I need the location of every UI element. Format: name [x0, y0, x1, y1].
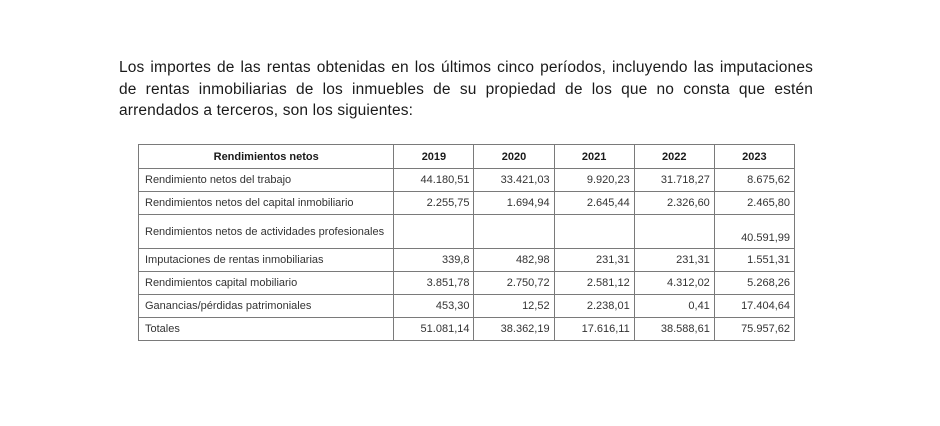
row-value: 453,30 — [393, 294, 475, 318]
row-value: 44.180,51 — [393, 168, 475, 192]
totals-label: Totales — [137, 317, 395, 341]
row-value: 40.591,99 — [713, 214, 796, 249]
header-concept: Rendimientos netos — [137, 144, 395, 169]
row-value — [633, 214, 715, 249]
header-year: 2019 — [393, 144, 475, 169]
income-table: Rendimientos netos 2019 2020 2021 2022 2… — [137, 144, 796, 341]
row-label: Ganancias/pérdidas patrimoniales — [137, 294, 395, 318]
header-year: 2020 — [473, 144, 555, 169]
total-value: 17.616,11 — [553, 317, 635, 341]
row-value — [473, 214, 555, 249]
row-value: 2.255,75 — [393, 191, 475, 215]
header-year: 2022 — [633, 144, 715, 169]
table-row: Rendimientos capital mobiliario 3.851,78… — [137, 271, 796, 295]
header-year: 2021 — [553, 144, 635, 169]
row-label: Imputaciones de rentas inmobiliarias — [137, 248, 395, 272]
row-value: 2.581,12 — [553, 271, 635, 295]
row-value: 1.694,94 — [473, 191, 555, 215]
row-value — [553, 214, 635, 249]
row-value: 5.268,26 — [713, 271, 796, 295]
row-value: 33.421,03 — [473, 168, 555, 192]
row-value: 3.851,78 — [393, 271, 475, 295]
table-row: Imputaciones de rentas inmobiliarias 339… — [137, 248, 796, 272]
row-label: Rendimientos netos del capital inmobilia… — [137, 191, 395, 215]
row-label: Rendimiento netos del trabajo — [137, 168, 395, 192]
row-value: 2.238,01 — [553, 294, 635, 318]
row-value: 2.465,80 — [713, 191, 796, 215]
total-value: 51.081,14 — [393, 317, 475, 341]
row-value: 482,98 — [473, 248, 555, 272]
row-value: 339,8 — [393, 248, 475, 272]
row-value: 2.326,60 — [633, 191, 715, 215]
row-value: 8.675,62 — [713, 168, 796, 192]
total-value: 38.362,19 — [473, 317, 555, 341]
row-label: Rendimientos netos de actividades profes… — [137, 214, 395, 249]
row-value: 2.750,72 — [473, 271, 555, 295]
intro-paragraph: Los importes de las rentas obtenidas en … — [119, 59, 813, 119]
header-year: 2023 — [713, 144, 796, 169]
row-value: 31.718,27 — [633, 168, 715, 192]
row-value: 1.551,31 — [713, 248, 796, 272]
totals-row: Totales 51.081,14 38.362,19 17.616,11 38… — [137, 317, 796, 341]
row-value: 231,31 — [553, 248, 635, 272]
table-header-row: Rendimientos netos 2019 2020 2021 2022 2… — [137, 144, 796, 169]
total-value: 75.957,62 — [713, 317, 796, 341]
row-value: 0,41 — [633, 294, 715, 318]
table-row: Rendimiento netos del trabajo 44.180,51 … — [137, 168, 796, 192]
row-label: Rendimientos capital mobiliario — [137, 271, 395, 295]
row-value: 12,52 — [473, 294, 555, 318]
row-value: 9.920,23 — [553, 168, 635, 192]
table-row: Rendimientos netos del capital inmobilia… — [137, 191, 796, 215]
row-value: 4.312,02 — [633, 271, 715, 295]
table-row: Rendimientos netos de actividades profes… — [137, 214, 796, 249]
row-value: 17.404,64 — [713, 294, 796, 318]
total-value: 38.588,61 — [633, 317, 715, 341]
row-value: 231,31 — [633, 248, 715, 272]
row-value — [393, 214, 475, 249]
row-value: 2.645,44 — [553, 191, 635, 215]
table-row: Ganancias/pérdidas patrimoniales 453,30 … — [137, 294, 796, 318]
